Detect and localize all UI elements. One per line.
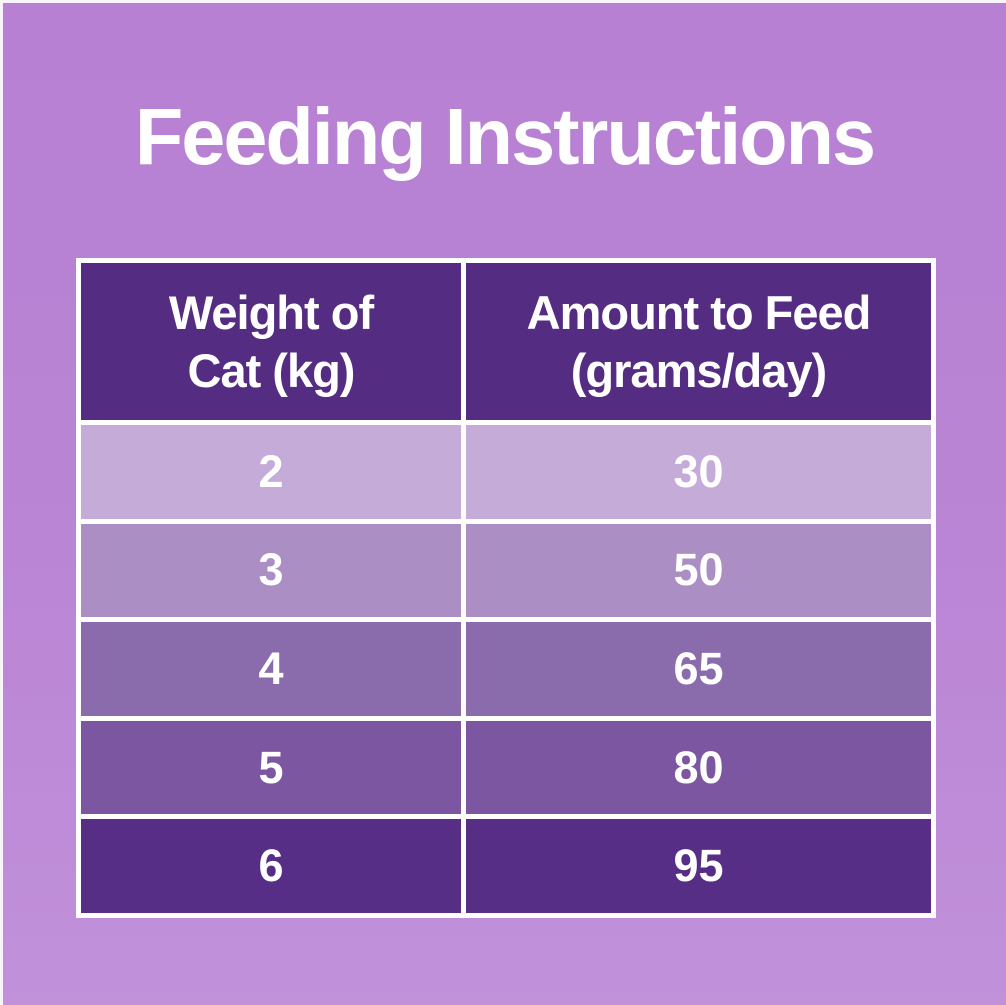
column-header-amount-line1: Amount to Feed: [526, 286, 872, 340]
column-header-amount-line2: (grams/day): [570, 343, 827, 397]
amount-cell-row-1: 30: [466, 425, 931, 519]
column-header-amount: Amount to Feed (grams/day): [466, 263, 931, 420]
feeding-table: Weight of Cat (kg) Amount to Feed (grams…: [76, 258, 936, 918]
page-title: Feeding Instructions: [134, 92, 876, 181]
amount-cell-row-2: 50: [466, 523, 931, 618]
weight-cell-row-5: 6: [81, 819, 461, 913]
weight-cell-row-2: 3: [81, 523, 461, 618]
weight-cell-row-1: 2: [81, 425, 461, 519]
column-header-weight-line2: Cat (kg): [187, 343, 356, 397]
column-header-weight-line1: Weight of: [168, 286, 374, 340]
column-header-weight: Weight of Cat (kg): [81, 263, 461, 420]
amount-cell-row-3: 65: [466, 622, 931, 716]
weight-cell-row-3: 4: [81, 622, 461, 716]
weight-cell-row-4: 5: [81, 720, 461, 815]
amount-cell-row-4: 80: [466, 720, 931, 815]
amount-cell-row-5: 95: [466, 819, 931, 913]
